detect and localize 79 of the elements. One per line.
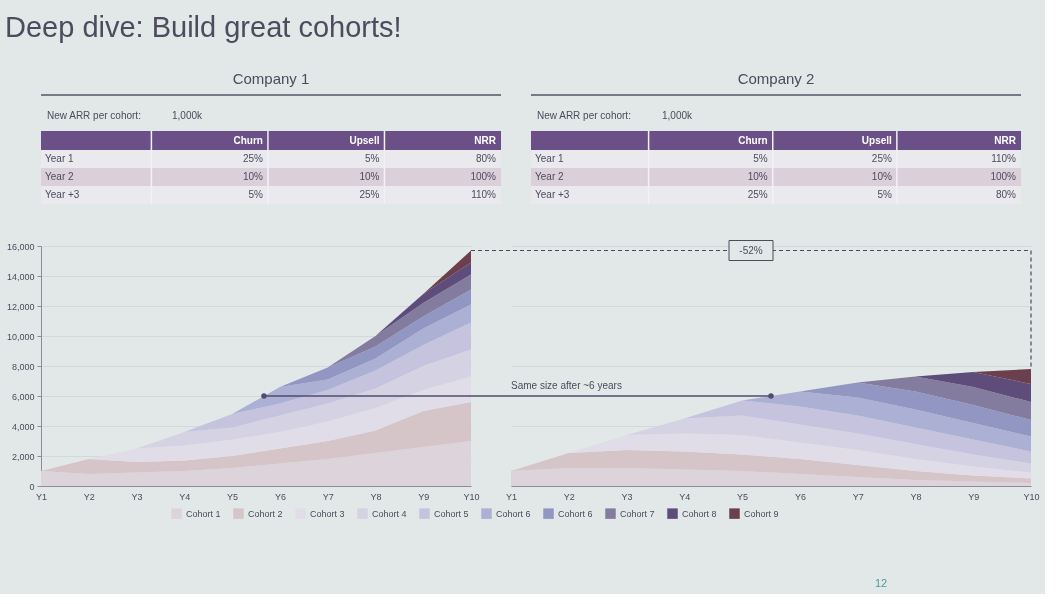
x-tick-label: Y5 bbox=[227, 491, 239, 502]
category-label: Churn bbox=[233, 134, 263, 146]
y-tick-label: 14,000 bbox=[6, 271, 35, 282]
x-tick-label: Y1 bbox=[505, 491, 518, 502]
text: 110% bbox=[991, 153, 1016, 164]
text: 5% bbox=[753, 153, 768, 164]
text: 5% bbox=[365, 153, 380, 164]
category-label: Year 1 bbox=[45, 153, 74, 164]
text: 80% bbox=[995, 189, 1016, 200]
legend-label: Cohort 6 bbox=[496, 508, 531, 519]
x-tick-label: Y6 bbox=[274, 491, 286, 502]
text: 100% bbox=[470, 171, 496, 182]
text: 10% bbox=[747, 171, 768, 182]
text: 25% bbox=[871, 153, 892, 164]
text: 100% bbox=[990, 171, 1016, 182]
legend-label: Cohort 7 bbox=[620, 508, 655, 519]
x-tick-label: Y2 bbox=[563, 491, 575, 502]
x-tick-label: Y10 bbox=[463, 491, 480, 502]
y-tick-label: 12,000 bbox=[6, 301, 35, 312]
text: 5% bbox=[877, 189, 892, 200]
text: 10% bbox=[359, 171, 380, 182]
y-tick-label: 6,000 bbox=[11, 391, 35, 402]
y-tick-label: 16,000 bbox=[6, 241, 35, 252]
y-tick-label: 10,000 bbox=[6, 331, 35, 342]
text: 80% bbox=[475, 153, 496, 164]
category-label: Upsell bbox=[349, 134, 380, 146]
x-tick-label: Y8 bbox=[370, 491, 382, 502]
annotation: -52% bbox=[739, 244, 763, 256]
y-tick-label: 4,000 bbox=[11, 421, 35, 432]
category-label: NRR bbox=[474, 134, 497, 146]
x-tick-label: Y3 bbox=[621, 491, 633, 502]
x-tick-label: Y9 bbox=[968, 491, 980, 502]
text: 110% bbox=[471, 189, 496, 200]
x-tick-label: Y3 bbox=[131, 491, 143, 502]
text: 10% bbox=[871, 171, 892, 182]
category-label: Year 2 bbox=[45, 171, 74, 182]
x-tick-label: Y4 bbox=[679, 491, 691, 502]
y-tick-label: 0 bbox=[29, 481, 35, 492]
ref-line-label: Same size after ~6 years bbox=[511, 380, 622, 391]
legend-label: Cohort 3 bbox=[310, 508, 345, 519]
x-tick-label: Y4 bbox=[179, 491, 191, 502]
x-tick-label: Y8 bbox=[910, 491, 922, 502]
x-tick-label: Y1 bbox=[35, 491, 48, 502]
category-label: Year +3 bbox=[535, 189, 570, 200]
x-tick-label: Y7 bbox=[852, 491, 864, 502]
category-label: Upsell bbox=[861, 134, 893, 146]
legend-label: Cohort 8 bbox=[682, 508, 717, 519]
legend-label: Cohort 1 bbox=[186, 508, 221, 519]
text: Company 1 bbox=[232, 70, 310, 87]
x-tick-label: Y7 bbox=[322, 491, 334, 502]
legend-label: Cohort 6 bbox=[558, 508, 593, 519]
text: New ARR per cohort: bbox=[47, 110, 141, 121]
category-label: Year 2 bbox=[535, 171, 564, 182]
x-tick-label: Y9 bbox=[418, 491, 430, 502]
text: 5% bbox=[248, 189, 263, 200]
y-tick-label: 2,000 bbox=[11, 451, 35, 462]
category-label: Year +3 bbox=[45, 189, 80, 200]
legend-label: Cohort 5 bbox=[434, 508, 469, 519]
legend-label: Cohort 2 bbox=[248, 508, 283, 519]
text: 25% bbox=[242, 153, 263, 164]
legend-label: Cohort 9 bbox=[744, 508, 779, 519]
text: 1,000k bbox=[172, 110, 204, 121]
text: 10% bbox=[242, 171, 263, 182]
text: Company 2 bbox=[737, 70, 815, 87]
text: New ARR per cohort: bbox=[537, 110, 631, 121]
text: 25% bbox=[747, 189, 768, 200]
y-tick-label: 8,000 bbox=[11, 361, 35, 372]
x-tick-label: Y5 bbox=[737, 491, 749, 502]
x-tick-label: Y6 bbox=[794, 491, 806, 502]
text: 1,000k bbox=[662, 110, 694, 121]
category-label: Churn bbox=[738, 134, 768, 146]
category-label: NRR bbox=[994, 134, 1017, 146]
x-tick-label: Y10 bbox=[1023, 491, 1040, 502]
text: Deep dive: Build great cohorts! bbox=[5, 11, 402, 43]
x-tick-label: Y2 bbox=[83, 491, 95, 502]
legend-label: Cohort 4 bbox=[372, 508, 407, 519]
text: 25% bbox=[359, 189, 380, 200]
category-label: Year 1 bbox=[535, 153, 564, 164]
text: 12 bbox=[875, 577, 888, 589]
